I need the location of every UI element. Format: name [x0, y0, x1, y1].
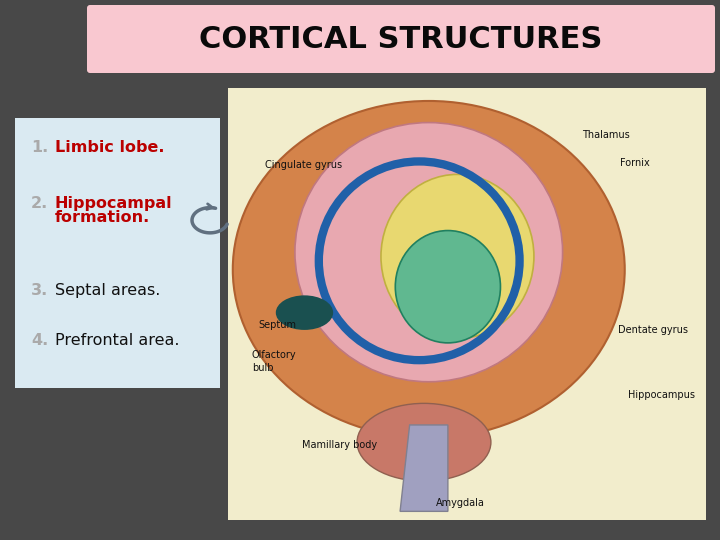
Text: Septum: Septum — [258, 320, 296, 330]
Text: Limbic lobe.: Limbic lobe. — [55, 140, 164, 155]
Text: Hippocampal: Hippocampal — [55, 196, 173, 211]
Text: formation.: formation. — [55, 211, 150, 226]
Text: Hippocampus: Hippocampus — [628, 390, 695, 400]
Text: 4.: 4. — [31, 333, 48, 348]
Ellipse shape — [276, 295, 333, 330]
Ellipse shape — [381, 174, 534, 339]
Text: bulb: bulb — [252, 363, 274, 373]
Text: Fornix: Fornix — [620, 158, 650, 168]
Text: Thalamus: Thalamus — [582, 130, 630, 140]
FancyBboxPatch shape — [87, 5, 715, 73]
FancyBboxPatch shape — [228, 88, 706, 520]
Text: Prefrontal area.: Prefrontal area. — [55, 333, 179, 348]
Text: 2.: 2. — [31, 196, 48, 211]
Text: CORTICAL STRUCTURES: CORTICAL STRUCTURES — [199, 24, 603, 53]
Ellipse shape — [233, 101, 625, 438]
FancyBboxPatch shape — [15, 118, 220, 388]
Text: Cingulate gyrus: Cingulate gyrus — [265, 160, 342, 170]
Ellipse shape — [357, 403, 491, 481]
Text: Septal areas.: Septal areas. — [55, 283, 161, 298]
Text: Mamillary body: Mamillary body — [302, 440, 377, 450]
Ellipse shape — [295, 123, 562, 382]
Text: 3.: 3. — [31, 283, 48, 298]
Text: 1.: 1. — [31, 140, 48, 155]
Text: Dentate gyrus: Dentate gyrus — [618, 325, 688, 335]
Text: Olfactory: Olfactory — [252, 350, 297, 360]
Ellipse shape — [395, 231, 500, 343]
Text: Amygdala: Amygdala — [436, 498, 485, 508]
Polygon shape — [400, 425, 448, 511]
